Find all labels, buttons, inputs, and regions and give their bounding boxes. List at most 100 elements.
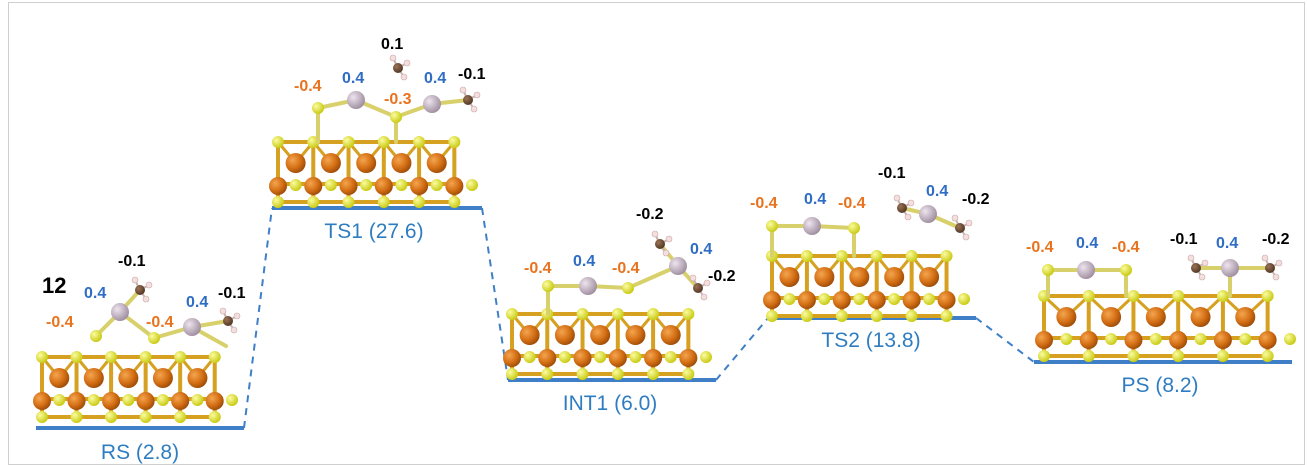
sulfur-atom [208, 411, 221, 423]
sulfur-atom [940, 310, 953, 322]
charge-label: -0.1 [1170, 231, 1198, 248]
sulfur-atom [1284, 333, 1296, 345]
sulfur-atom [700, 351, 712, 363]
sulfur-atom [360, 179, 373, 191]
metal-atom [867, 291, 886, 309]
metal-atom [660, 325, 681, 345]
surface-sulfur [766, 220, 778, 232]
connector-int1-ts2 [715, 317, 769, 381]
slab-ts2 [763, 250, 970, 322]
surface-sulfur [848, 222, 860, 234]
sulfur-atom [647, 368, 660, 380]
sulfur-atom [1120, 264, 1132, 276]
adatom [423, 95, 441, 113]
sulfur-atom [377, 136, 390, 148]
carbon-atom [393, 63, 403, 73]
charge-label: -0.4 [524, 260, 552, 277]
metal-atom [187, 368, 208, 388]
sulfur-atom [576, 308, 589, 320]
metal-atom [445, 177, 464, 195]
sulfur-atom [1216, 290, 1229, 302]
sulfur-atom [523, 351, 536, 363]
charges-ps: -0.4 0.4 -0.4 -0.1 0.4 -0.2 [1026, 231, 1290, 256]
carbon-atom [955, 223, 965, 233]
slab-int1 [503, 308, 712, 380]
methyl-group [1261, 254, 1283, 281]
charge-label: 0.4 [1216, 235, 1238, 252]
sulfur-atom [1172, 350, 1185, 362]
sulfur-atom [923, 293, 936, 305]
charge-label: 0.4 [84, 285, 106, 302]
sulfur-atom [90, 330, 102, 342]
metal-atom [1169, 331, 1188, 349]
level-label-ps: PS (8.2) [1121, 374, 1198, 397]
sulfur-atom [105, 411, 118, 423]
sulfur-atom [324, 179, 337, 191]
sulfur-atom [174, 351, 187, 363]
molecular-structures [33, 54, 1296, 423]
sulfur-atom [766, 310, 778, 322]
metal-atom [1190, 307, 1211, 327]
sulfur-atom [940, 250, 953, 262]
metal-atom [814, 267, 835, 287]
metal-atom [374, 177, 393, 195]
charge-label: 0.1 [381, 36, 403, 53]
sulfur-atom [905, 250, 918, 262]
surface-sulfur [542, 280, 554, 292]
sulfur-atom [272, 196, 284, 208]
sulfur-atom [629, 351, 642, 363]
adatom-atom [183, 318, 201, 336]
surface-sulfur [390, 111, 402, 123]
surface-sulfur [312, 102, 324, 114]
metal-atom [1235, 307, 1256, 327]
adatom [803, 217, 821, 235]
methyl-group [1187, 254, 1209, 281]
adatom-atom [803, 217, 821, 235]
slab-ts1 [269, 136, 478, 208]
metal-atom [644, 349, 663, 367]
charge-label: -0.4 [838, 195, 866, 212]
adatom [111, 303, 129, 321]
sulfur-atom [139, 411, 152, 423]
sulfur-atom [506, 308, 518, 320]
metal-atom [67, 392, 86, 410]
sulfur-atom [36, 411, 48, 423]
sulfur-atom [682, 368, 695, 380]
sulfur-atom [1105, 333, 1118, 345]
sulfur-atom [156, 394, 169, 406]
sulfur-atom [307, 196, 320, 208]
sulfur-atom [466, 179, 478, 191]
metal-atom [503, 349, 521, 367]
carbon-atom [655, 239, 665, 249]
sulfur-atom [1261, 290, 1274, 302]
sulfur-atom [191, 394, 204, 406]
sulfur-atom [800, 250, 813, 262]
level-label-rs: RS (2.8) [101, 441, 179, 464]
sulfur-atom [448, 196, 461, 208]
metal-atom [410, 177, 429, 195]
metal-atom [849, 267, 870, 287]
sulfur-atom [53, 394, 66, 406]
sulfur-atom [664, 351, 677, 363]
methyl-group [219, 307, 241, 334]
carbon-atom [1265, 263, 1275, 273]
charge-label: -0.1 [218, 285, 246, 302]
connector-ts1-int1 [481, 207, 509, 381]
sulfur-atom [122, 394, 135, 406]
metal-atom [538, 349, 557, 367]
charge-label: -0.2 [962, 191, 990, 208]
metal-atom [679, 349, 698, 367]
surface-sulfur [90, 330, 102, 342]
carbon-atom [693, 283, 703, 293]
adatom-atom [919, 205, 937, 223]
sulfur-atom [541, 368, 554, 380]
slab-rs [33, 351, 238, 423]
connector-ts2-ps [975, 317, 1035, 363]
sulfur-atom [835, 250, 848, 262]
sulfur-atom [542, 280, 554, 292]
metal-atom [426, 153, 447, 173]
sulfur-atom [413, 136, 426, 148]
charge-label: -0.2 [708, 268, 736, 285]
charge-label: 0.4 [690, 241, 712, 258]
charges-ts1: -0.4 0.4 0.1 -0.3 0.4 -0.1 [294, 36, 486, 108]
